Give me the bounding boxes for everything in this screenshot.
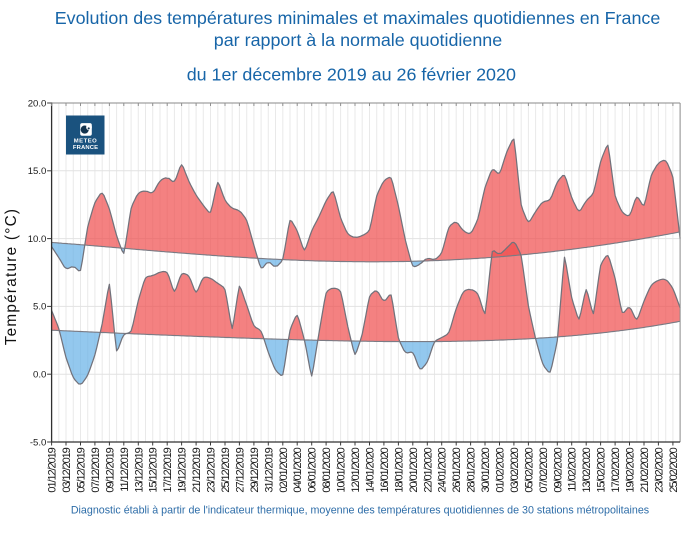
svg-text:0.0: 0.0 [33,370,46,381]
svg-text:26/01/2020: 26/01/2020 [451,447,463,492]
svg-text:27/12/2019: 27/12/2019 [234,447,246,492]
svg-text:04/01/2020: 04/01/2020 [292,447,304,492]
svg-text:11/12/2019: 11/12/2019 [119,447,131,491]
svg-text:07/02/2020: 07/02/2020 [538,447,550,492]
svg-text:22/01/2020: 22/01/2020 [422,447,434,492]
svg-text:19/12/2019: 19/12/2019 [177,447,189,492]
svg-text:20/01/2020: 20/01/2020 [408,447,420,492]
svg-text:01/02/2020: 01/02/2020 [495,447,507,492]
svg-text:17/12/2019: 17/12/2019 [162,447,174,492]
svg-text:par rapport à la normale quoti: par rapport à la normale quotidienne [214,30,502,50]
svg-text:10/01/2020: 10/01/2020 [336,447,348,492]
svg-text:FRANCE: FRANCE [73,145,98,151]
svg-text:5.0: 5.0 [33,302,46,313]
svg-text:05/02/2020: 05/02/2020 [523,447,535,492]
svg-text:07/12/2019: 07/12/2019 [90,447,102,492]
svg-text:20.0: 20.0 [28,98,47,109]
svg-text:12/01/2020: 12/01/2020 [350,447,362,492]
svg-text:Diagnostic établi à partir de: Diagnostic établi à partir de l'indicate… [71,505,649,517]
svg-text:15/02/2020: 15/02/2020 [596,447,608,492]
svg-text:03/12/2019: 03/12/2019 [61,447,73,492]
svg-text:10.0: 10.0 [28,234,47,245]
svg-text:06/01/2020: 06/01/2020 [307,447,319,492]
svg-text:23/12/2019: 23/12/2019 [206,447,218,492]
svg-text:24/01/2020: 24/01/2020 [437,447,449,492]
svg-text:28/01/2020: 28/01/2020 [466,447,478,492]
svg-text:23/02/2020: 23/02/2020 [653,447,665,492]
svg-text:15/12/2019: 15/12/2019 [148,447,160,492]
svg-text:09/02/2020: 09/02/2020 [552,447,564,492]
svg-text:13/02/2020: 13/02/2020 [581,447,593,492]
svg-text:25/02/2020: 25/02/2020 [668,447,680,492]
svg-text:02/01/2020: 02/01/2020 [278,447,290,492]
svg-text:08/01/2020: 08/01/2020 [321,447,333,492]
svg-text:METEO: METEO [74,138,97,144]
svg-text:17/02/2020: 17/02/2020 [610,447,622,492]
svg-text:25/12/2019: 25/12/2019 [220,447,232,492]
svg-text:19/02/2020: 19/02/2020 [625,447,637,492]
svg-text:09/12/2019: 09/12/2019 [104,447,116,492]
svg-text:13/12/2019: 13/12/2019 [133,447,145,492]
svg-text:du 1er décembre 2019 au 26 fév: du 1er décembre 2019 au 26 février 2020 [187,64,516,84]
svg-text:15.0: 15.0 [28,166,47,177]
svg-text:Evolution des températures min: Evolution des températures minimales et … [55,8,661,28]
svg-text:05/12/2019: 05/12/2019 [76,447,88,492]
svg-text:31/12/2019: 31/12/2019 [263,447,275,492]
svg-text:11/02/2020: 11/02/2020 [567,447,579,491]
svg-text:01/12/2019: 01/12/2019 [47,447,59,492]
svg-text:14/01/2020: 14/01/2020 [364,447,376,492]
svg-text:18/01/2020: 18/01/2020 [393,447,405,492]
svg-text:-5.0: -5.0 [30,437,47,448]
svg-text:21/02/2020: 21/02/2020 [639,447,651,492]
svg-text:03/02/2020: 03/02/2020 [509,447,521,492]
svg-text:30/01/2020: 30/01/2020 [480,447,492,492]
svg-text:29/12/2019: 29/12/2019 [249,447,261,492]
svg-text:16/01/2020: 16/01/2020 [379,447,391,492]
svg-text:Température (°C): Température (°C) [3,208,20,345]
svg-text:21/12/2019: 21/12/2019 [191,447,203,492]
